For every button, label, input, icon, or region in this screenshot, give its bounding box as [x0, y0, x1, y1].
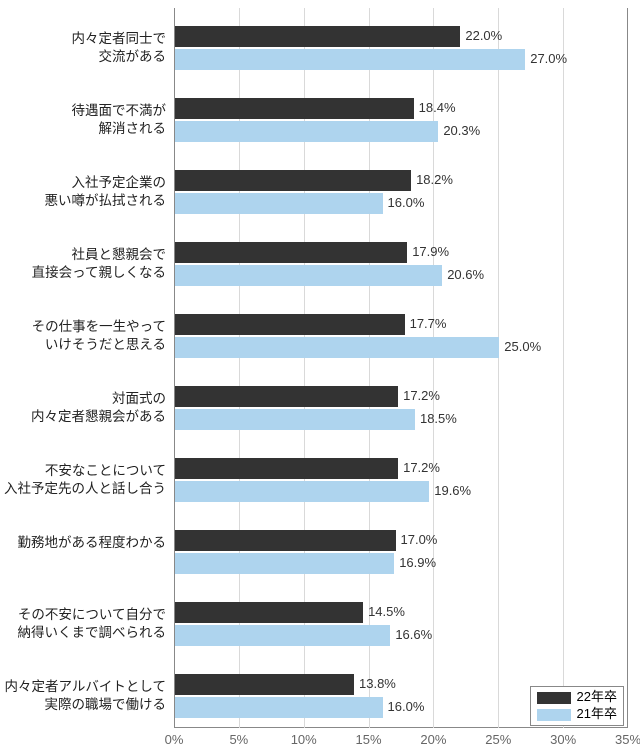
legend-label: 21年卒 — [577, 706, 617, 723]
value-label-21: 16.0% — [388, 195, 425, 210]
x-tick-label: 30% — [550, 732, 576, 747]
bar-22 — [175, 26, 460, 47]
gridline — [563, 8, 564, 728]
legend-swatch — [537, 692, 571, 704]
x-tick-label: 5% — [229, 732, 248, 747]
legend: 22年卒21年卒 — [530, 686, 624, 726]
value-label-21: 20.6% — [447, 267, 484, 282]
legend-item: 22年卒 — [537, 689, 617, 706]
value-label-22: 17.0% — [401, 532, 438, 547]
x-tick-label: 10% — [291, 732, 317, 747]
value-label-21: 16.6% — [395, 627, 432, 642]
category-label: 待遇面で不満が 解消される — [0, 102, 166, 138]
category-label: 内々定者アルバイトとして 実際の職場で働ける — [0, 678, 166, 714]
bar-21 — [175, 337, 499, 358]
legend-item: 21年卒 — [537, 706, 617, 723]
value-label-22: 22.0% — [465, 28, 502, 43]
bar-22 — [175, 98, 414, 119]
legend-label: 22年卒 — [577, 689, 617, 706]
bar-22 — [175, 458, 398, 479]
category-label: 社員と懇親会で 直接会って親しくなる — [0, 246, 166, 282]
bar-21 — [175, 193, 383, 214]
bar-22 — [175, 314, 405, 335]
bar-21 — [175, 265, 442, 286]
bar-22 — [175, 170, 411, 191]
bar-22 — [175, 242, 407, 263]
bar-22 — [175, 530, 396, 551]
gridline — [433, 8, 434, 728]
value-label-22: 17.2% — [403, 460, 440, 475]
bar-22 — [175, 674, 354, 695]
value-label-21: 20.3% — [443, 123, 480, 138]
value-label-22: 17.2% — [403, 388, 440, 403]
value-label-21: 25.0% — [504, 339, 541, 354]
x-tick-label: 15% — [356, 732, 382, 747]
category-label: その不安について自分で 納得いくまで調べられる — [0, 606, 166, 642]
value-label-22: 17.7% — [410, 316, 447, 331]
bar-21 — [175, 481, 429, 502]
value-label-21: 27.0% — [530, 51, 567, 66]
bar-22 — [175, 602, 363, 623]
value-label-22: 13.8% — [359, 676, 396, 691]
value-label-21: 16.0% — [388, 699, 425, 714]
value-label-21: 18.5% — [420, 411, 457, 426]
bar-21 — [175, 553, 394, 574]
x-tick-label: 20% — [420, 732, 446, 747]
value-label-21: 16.9% — [399, 555, 436, 570]
value-label-22: 18.2% — [416, 172, 453, 187]
category-label: その仕事を一生やって いけそうだと思える — [0, 318, 166, 354]
category-label: 不安なことについて 入社予定先の人と話し合う — [0, 462, 166, 498]
bar-22 — [175, 386, 398, 407]
x-tick-label: 35% — [615, 732, 640, 747]
x-tick-label: 25% — [485, 732, 511, 747]
category-label: 対面式の 内々定者懇親会がある — [0, 390, 166, 426]
category-label: 入社予定企業の 悪い噂が払拭される — [0, 174, 166, 210]
bar-21 — [175, 121, 438, 142]
value-label-22: 17.9% — [412, 244, 449, 259]
gridline — [498, 8, 499, 728]
bar-21 — [175, 625, 390, 646]
bar-21 — [175, 697, 383, 718]
value-label-21: 19.6% — [434, 483, 471, 498]
value-label-22: 14.5% — [368, 604, 405, 619]
category-label: 勤務地がある程度わかる — [0, 534, 166, 552]
bar-21 — [175, 409, 415, 430]
category-label: 内々定者同士で 交流がある — [0, 30, 166, 66]
value-label-22: 18.4% — [419, 100, 456, 115]
x-tick-label: 0% — [165, 732, 184, 747]
grouped-bar-chart: 0% 5% 10% 15% 20% 25% 30% 35% 22.0% 27.0% 18.4% 20… — [0, 0, 640, 756]
legend-swatch — [537, 709, 571, 721]
bar-21 — [175, 49, 525, 70]
